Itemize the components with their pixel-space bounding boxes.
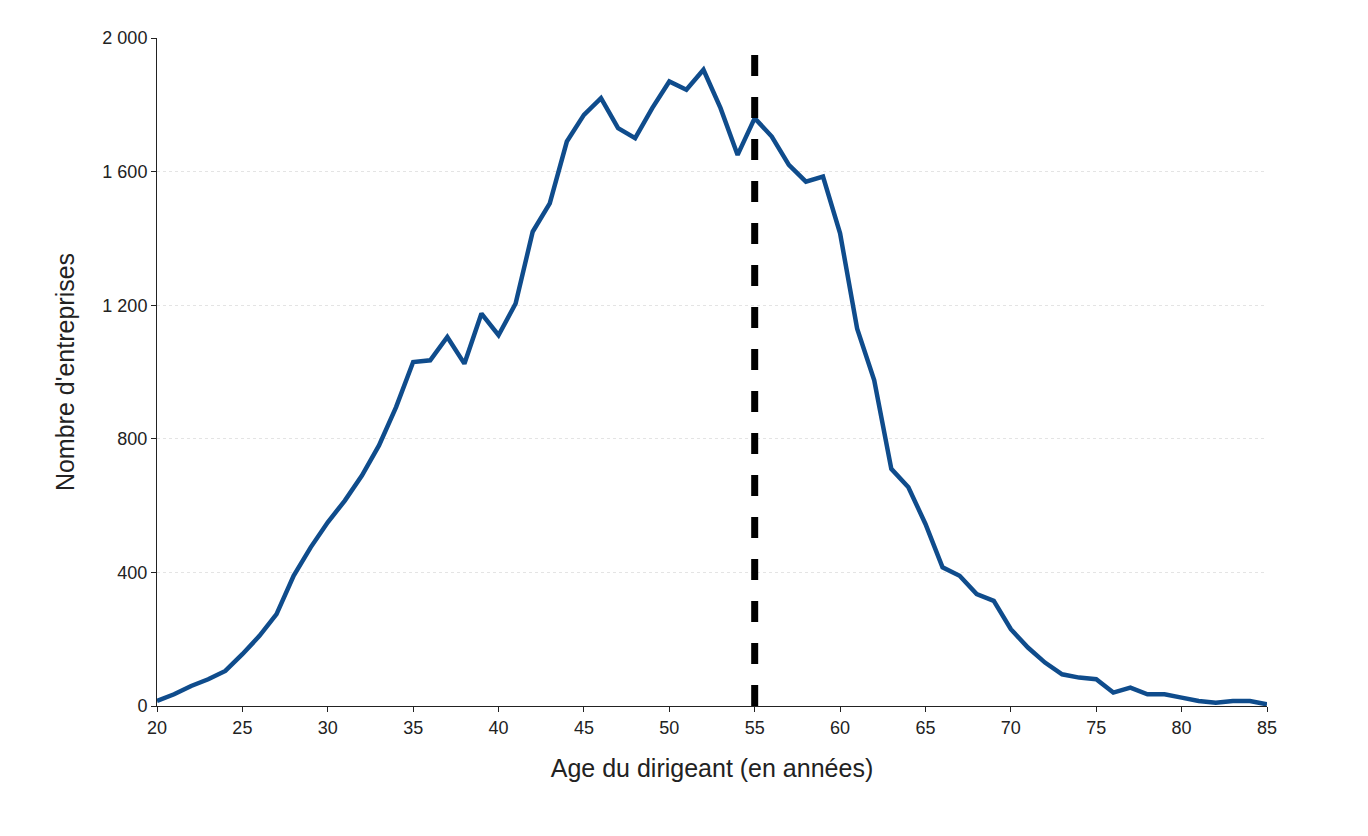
svg-text:2 000: 2 000 [102, 28, 147, 48]
svg-text:800: 800 [117, 429, 147, 449]
svg-text:30: 30 [318, 718, 338, 738]
svg-text:Age du dirigeant (en années): Age du dirigeant (en années) [551, 754, 873, 782]
svg-text:70: 70 [1001, 718, 1021, 738]
svg-text:55: 55 [745, 718, 765, 738]
svg-text:1 200: 1 200 [102, 296, 147, 316]
svg-text:65: 65 [915, 718, 935, 738]
svg-text:45: 45 [574, 718, 594, 738]
svg-text:Nombre d'entreprises: Nombre d'entreprises [51, 253, 79, 491]
svg-text:25: 25 [232, 718, 252, 738]
svg-text:85: 85 [1257, 718, 1277, 738]
svg-text:80: 80 [1172, 718, 1192, 738]
svg-text:35: 35 [403, 718, 423, 738]
svg-text:50: 50 [659, 718, 679, 738]
svg-text:75: 75 [1086, 718, 1106, 738]
svg-text:1 600: 1 600 [102, 162, 147, 182]
svg-text:0: 0 [137, 696, 147, 716]
svg-text:20: 20 [147, 718, 167, 738]
svg-text:60: 60 [830, 718, 850, 738]
svg-text:40: 40 [489, 718, 509, 738]
svg-text:400: 400 [117, 563, 147, 583]
